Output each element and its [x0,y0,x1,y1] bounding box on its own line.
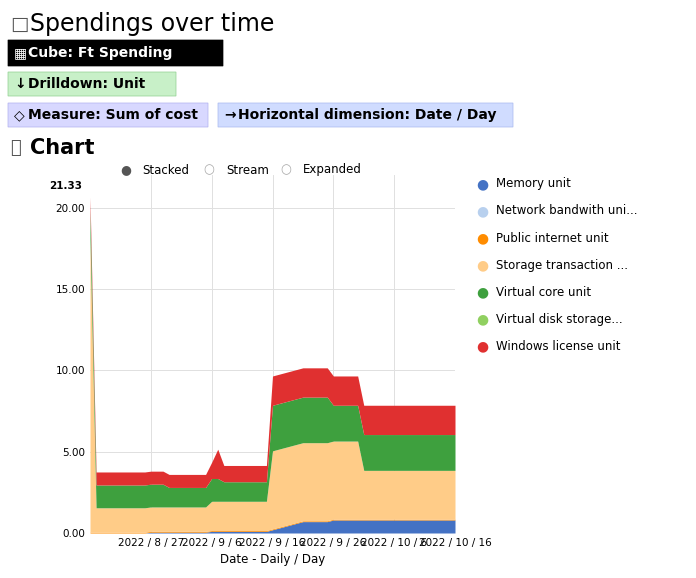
Text: Drilldown: Unit: Drilldown: Unit [28,77,145,91]
Text: ●: ● [476,231,489,245]
Text: Public internet unit: Public internet unit [496,232,608,244]
Text: Stacked: Stacked [143,164,190,176]
Text: ↓: ↓ [14,77,26,91]
Text: ●: ● [476,177,489,191]
Text: ○: ○ [203,164,214,176]
Text: Expanded: Expanded [303,164,362,176]
Text: ●: ● [476,339,489,353]
Text: ●: ● [476,258,489,272]
Text: Network bandwith uni...: Network bandwith uni... [496,205,638,217]
X-axis label: Date - Daily / Day: Date - Daily / Day [220,553,325,566]
Text: ●: ● [120,164,131,176]
Text: Chart: Chart [30,138,95,158]
Text: Memory unit: Memory unit [496,177,571,191]
Text: Stream: Stream [226,164,269,176]
Text: ▦: ▦ [14,46,27,60]
Text: ⛰: ⛰ [10,139,21,157]
Text: Cube: Ft Spending: Cube: Ft Spending [28,46,173,60]
Text: Virtual disk storage...: Virtual disk storage... [496,313,622,325]
Text: 21.33: 21.33 [49,181,81,191]
Text: Windows license unit: Windows license unit [496,339,620,353]
Text: Horizontal dimension: Date / Day: Horizontal dimension: Date / Day [238,108,496,122]
Text: Virtual core unit: Virtual core unit [496,286,591,298]
Text: ●: ● [476,204,489,218]
Text: →: → [224,108,236,122]
Text: ●: ● [476,312,489,326]
Text: ○: ○ [280,164,291,176]
Text: Storage transaction ...: Storage transaction ... [496,258,628,272]
Text: □: □ [10,14,29,34]
Text: ◇: ◇ [14,108,24,122]
Text: Spendings over time: Spendings over time [30,12,274,36]
Text: ●: ● [476,285,489,299]
Text: Measure: Sum of cost: Measure: Sum of cost [28,108,198,122]
